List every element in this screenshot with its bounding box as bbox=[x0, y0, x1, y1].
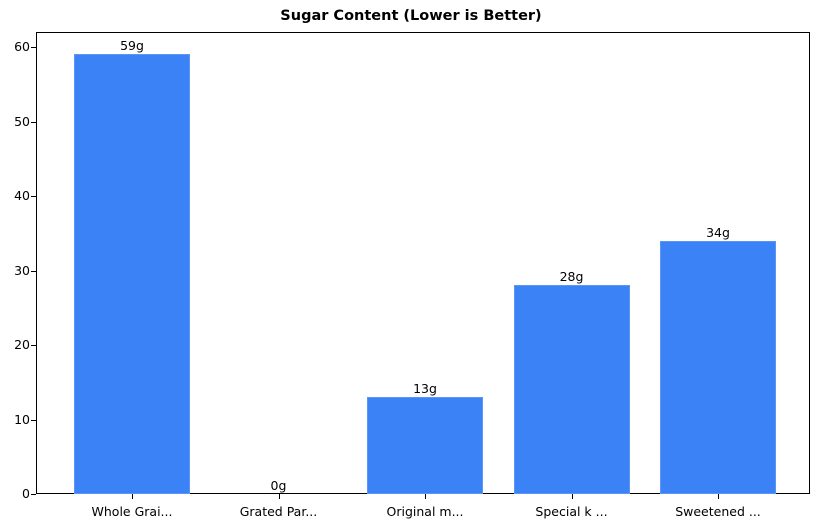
y-tick-label: 0 bbox=[22, 486, 30, 501]
x-tick-mark bbox=[278, 494, 280, 499]
y-tick-mark bbox=[31, 121, 36, 123]
bar bbox=[660, 240, 776, 494]
y-tick-label: 40 bbox=[14, 188, 30, 203]
bar-value-label: 34g bbox=[706, 224, 730, 240]
y-tick-mark bbox=[31, 494, 36, 495]
bar-value-label: 59g bbox=[120, 38, 144, 54]
y-tick-label: 20 bbox=[14, 337, 30, 352]
y-tick-label: 30 bbox=[14, 262, 30, 278]
bar bbox=[367, 397, 483, 494]
x-tick-mark bbox=[718, 494, 719, 499]
x-tick-label: Original m... bbox=[386, 504, 464, 519]
bar-value-label: 13g bbox=[413, 381, 437, 397]
x-tick-label: Sweetened ... bbox=[675, 504, 761, 519]
bar-value-label: 28g bbox=[559, 269, 584, 285]
x-tick-mark bbox=[571, 494, 573, 499]
x-tick-mark bbox=[425, 494, 426, 499]
chart-title: Sugar Content (Lower is Better) bbox=[280, 8, 542, 24]
x-tick-label: Whole Grai... bbox=[91, 504, 173, 519]
y-tick-mark bbox=[31, 270, 36, 272]
y-tick-label: 50 bbox=[14, 113, 30, 129]
x-tick-label: Special k ... bbox=[535, 504, 608, 519]
y-tick-mark bbox=[31, 345, 36, 346]
y-tick-mark bbox=[31, 47, 36, 48]
x-tick-label: Grated Par... bbox=[239, 504, 318, 519]
y-tick-label: 10 bbox=[14, 411, 30, 427]
bar bbox=[513, 285, 630, 494]
y-tick-mark bbox=[31, 196, 36, 197]
x-tick-mark bbox=[132, 494, 133, 499]
y-tick-mark bbox=[31, 419, 36, 421]
y-tick-label: 60 bbox=[14, 39, 30, 54]
bar bbox=[74, 54, 190, 494]
bar-value-label: 0g bbox=[270, 478, 287, 493]
